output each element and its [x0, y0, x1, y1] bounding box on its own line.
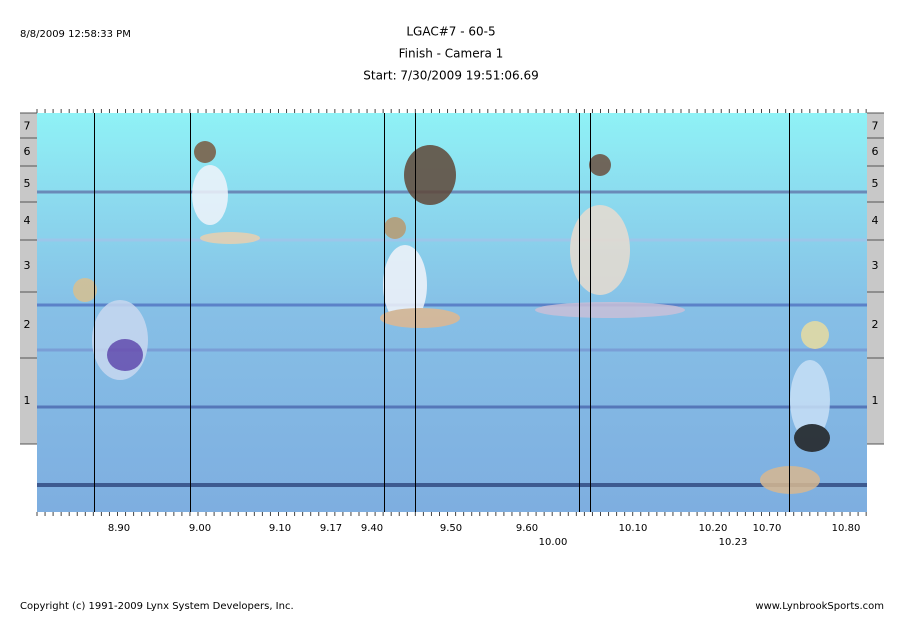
lane-label: 3	[24, 259, 31, 272]
time-label: 9.60	[516, 523, 538, 534]
time-labels: 8.90 9.00 9.10 9.17 9.40 9.50 9.60 10.10 10.20 10…	[108, 523, 860, 548]
runners	[73, 141, 830, 494]
ruler	[36, 109, 867, 516]
time-label: 10.23	[719, 537, 748, 548]
website: www.LynbrookSports.com	[755, 601, 884, 612]
lane-label: 2	[872, 318, 879, 331]
lane-label: 5	[24, 177, 31, 190]
lane-strip-left	[20, 113, 37, 444]
time-label: 9.17	[320, 523, 342, 534]
time-label: 9.40	[361, 523, 383, 534]
lane-label: 7	[24, 120, 31, 133]
time-label: 10.80	[832, 523, 861, 534]
lane-label: 6	[872, 145, 879, 158]
time-label: 10.00	[539, 537, 568, 548]
time-label: 8.90	[108, 523, 130, 534]
time-label: 9.10	[269, 523, 291, 534]
time-label: 9.00	[189, 523, 211, 534]
lane-label: 1	[872, 394, 879, 407]
track-streaks	[37, 190, 867, 487]
lane-label: 1	[24, 394, 31, 407]
lane-strip-right	[867, 113, 884, 444]
lane-labels: 7 7 6 6 5 5 4 4 3 3 2 2 1 1	[20, 112, 884, 445]
time-label: 10.10	[619, 523, 648, 534]
copyright: Copyright (c) 1991-2009 Lynx System Deve…	[20, 601, 294, 612]
time-label: 10.70	[753, 523, 782, 534]
start-time: Start: 7/30/2009 19:51:06.69	[363, 69, 539, 83]
lane-label: 5	[872, 177, 879, 190]
timestamp: 8/8/2009 12:58:33 PM	[20, 29, 131, 40]
lane-label: 6	[24, 145, 31, 158]
subtitle: Finish - Camera 1	[399, 47, 504, 61]
lane-label: 4	[872, 214, 879, 227]
time-lines	[94, 113, 790, 512]
time-label: 9.50	[440, 523, 462, 534]
lane-label: 2	[24, 318, 31, 331]
lane-label: 3	[872, 259, 879, 272]
time-label: 10.20	[699, 523, 728, 534]
lane-label: 7	[872, 120, 879, 133]
title: LGAC#7 - 60-5	[406, 25, 495, 39]
lane-label: 4	[24, 214, 31, 227]
